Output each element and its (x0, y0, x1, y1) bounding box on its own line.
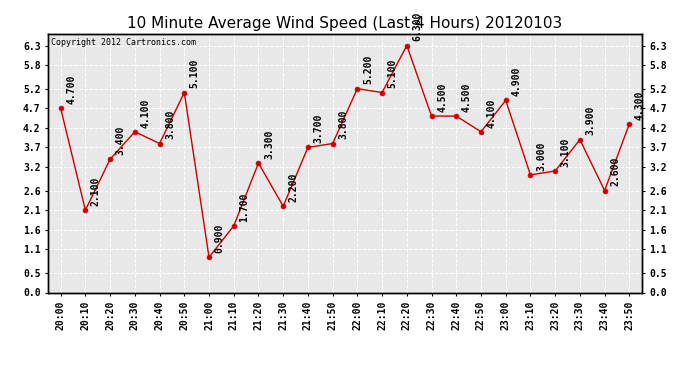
Text: 0.900: 0.900 (215, 224, 224, 253)
Text: 5.100: 5.100 (190, 59, 200, 88)
Text: 4.500: 4.500 (437, 82, 447, 112)
Text: 3.300: 3.300 (264, 130, 274, 159)
Text: 2.600: 2.600 (610, 157, 620, 186)
Text: 4.300: 4.300 (635, 90, 645, 120)
Text: 6.300: 6.300 (413, 12, 422, 41)
Text: 3.400: 3.400 (116, 126, 126, 155)
Text: 4.100: 4.100 (140, 98, 150, 128)
Text: 1.700: 1.700 (239, 192, 249, 222)
Text: 3.100: 3.100 (561, 137, 571, 167)
Text: 4.700: 4.700 (66, 75, 76, 104)
Text: 3.000: 3.000 (536, 141, 546, 171)
Text: 5.100: 5.100 (388, 59, 397, 88)
Text: Copyright 2012 Cartronics.com: Copyright 2012 Cartronics.com (51, 38, 196, 46)
Text: 2.200: 2.200 (288, 173, 299, 202)
Text: 2.100: 2.100 (91, 177, 101, 206)
Text: 4.500: 4.500 (462, 82, 472, 112)
Text: 3.900: 3.900 (585, 106, 595, 135)
Text: 4.900: 4.900 (511, 67, 521, 96)
Title: 10 Minute Average Wind Speed (Last 4 Hours) 20120103: 10 Minute Average Wind Speed (Last 4 Hou… (128, 16, 562, 31)
Text: 5.200: 5.200 (363, 55, 373, 84)
Text: 3.800: 3.800 (338, 110, 348, 140)
Text: 3.800: 3.800 (165, 110, 175, 140)
Text: 4.100: 4.100 (486, 98, 497, 128)
Text: 3.700: 3.700 (313, 114, 324, 143)
